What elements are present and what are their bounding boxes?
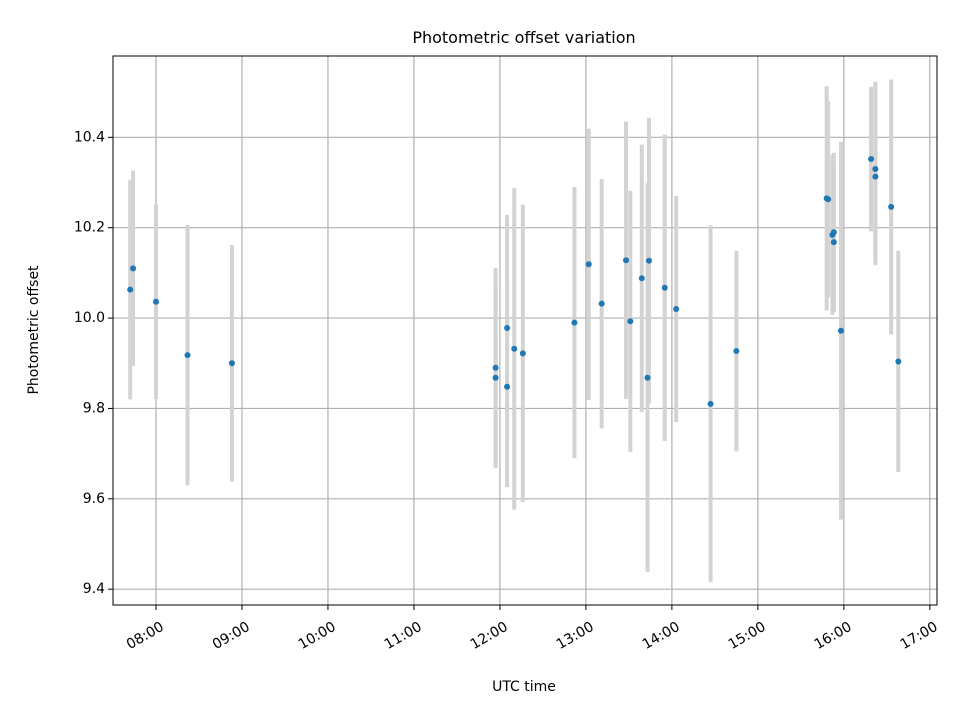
data-point [888, 203, 895, 210]
data-point [511, 345, 518, 352]
data-point [228, 360, 235, 367]
data-point [598, 300, 605, 307]
data-point [872, 173, 879, 180]
y-tick-label: 10.0 [74, 310, 105, 326]
data-point [184, 352, 191, 359]
data-point [661, 284, 668, 291]
data-point [644, 374, 651, 381]
data-point [492, 374, 499, 381]
x-tick-label: 08:00 [124, 619, 167, 653]
data-point [623, 257, 630, 264]
data-point [868, 156, 875, 163]
data-point [872, 165, 879, 172]
data-point [638, 275, 645, 282]
y-tick-label: 10.2 [74, 220, 105, 236]
data-point [571, 319, 578, 326]
data-point [830, 239, 837, 246]
x-tick-label: 12:00 [468, 619, 511, 653]
grid [113, 56, 937, 605]
x-axis-label: UTC time [492, 679, 556, 695]
data-point [152, 298, 159, 305]
y-tick-label: 9.8 [83, 400, 105, 416]
x-tick-label: 15:00 [726, 619, 769, 653]
data-point [825, 196, 832, 203]
y-axis-label: Photometric offset [26, 265, 42, 395]
data-point [130, 265, 137, 272]
data-point [519, 350, 526, 357]
x-tick-label: 10:00 [296, 619, 339, 653]
y-axis-ticks: 9.4 9.6 9.8 10.0 10.2 10.4 [74, 129, 113, 597]
data-point [895, 358, 902, 365]
y-tick-label: 10.4 [74, 129, 105, 145]
data-point [492, 364, 499, 371]
x-tick-label: 11:00 [382, 619, 425, 653]
data-point [733, 348, 740, 355]
data-point [627, 318, 634, 325]
data-point [837, 327, 844, 334]
data-point [127, 286, 134, 293]
x-tick-label: 09:00 [210, 619, 253, 653]
data-points [127, 156, 902, 407]
data-point [707, 400, 714, 407]
data-point [504, 325, 511, 332]
x-tick-label: 14:00 [640, 619, 683, 653]
x-tick-label: 17:00 [898, 619, 941, 653]
x-tick-label: 13:00 [554, 619, 597, 653]
y-tick-label: 9.4 [83, 581, 105, 597]
plot-frame [112, 55, 938, 606]
x-tick-label: 16:00 [812, 619, 855, 653]
data-point [585, 261, 592, 268]
x-axis-ticks: 08:00 09:00 10:00 11:00 12:00 13:00 14:00 15:00… [124, 605, 941, 653]
data-point [504, 383, 511, 390]
data-point [645, 257, 652, 264]
chart-title: Photometric offset variation [412, 28, 635, 47]
data-point [830, 229, 837, 236]
y-tick-label: 9.6 [83, 491, 105, 507]
data-point [673, 306, 680, 313]
errorbars [128, 79, 901, 583]
